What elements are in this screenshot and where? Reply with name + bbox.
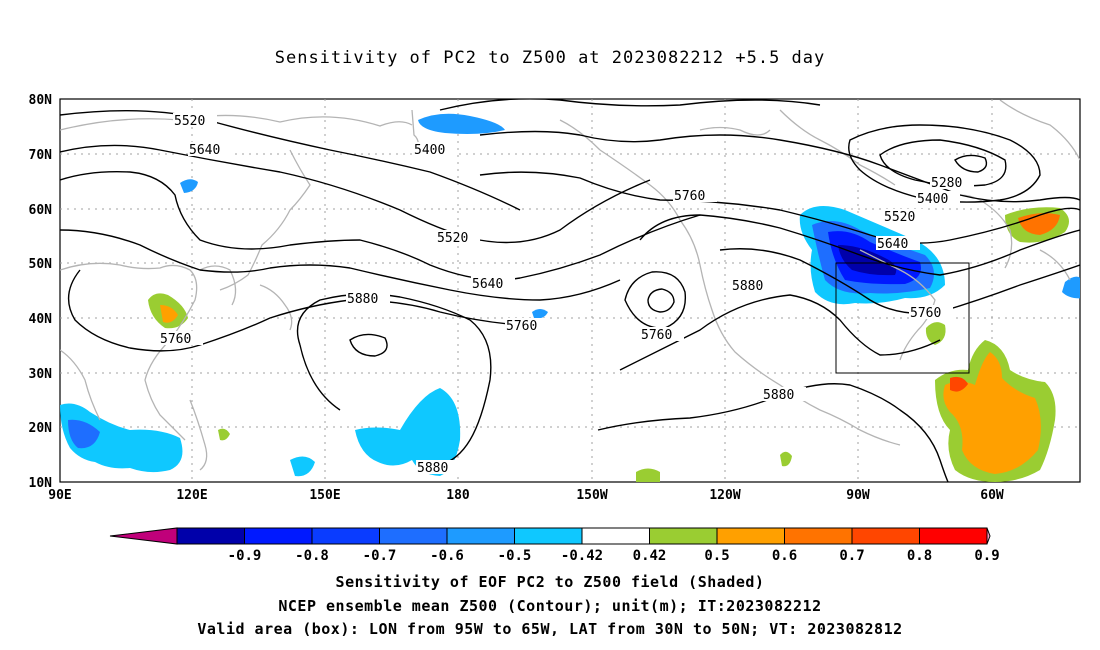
contour-label: 5400 — [414, 143, 445, 158]
contour-label: 5520 — [884, 210, 915, 225]
contour-label: 5880 — [732, 279, 763, 294]
colorbar-swatch — [311, 527, 380, 545]
z500-contours — [60, 99, 1080, 482]
colorbar-tick-label: 0.42 — [633, 548, 667, 564]
negative-blob-mid — [532, 309, 548, 319]
colorbar-tick-label: 0.9 — [974, 548, 999, 564]
negative-blob-north — [418, 113, 505, 134]
lon-label: 120W — [709, 488, 740, 503]
sensitivity-map: 5520 5640 5400 5520 5640 5760 5760 5880 … — [29, 93, 1081, 564]
caption-line-2: NCEP ensemble mean Z500 (Contour); unit(… — [278, 597, 822, 615]
colorbar-tick-label: -0.9 — [228, 548, 262, 564]
contour-label: 5880 — [763, 388, 794, 403]
colorbar-swatch — [514, 527, 583, 545]
colorbar-swatch — [176, 527, 245, 545]
contour-label: 5400 — [917, 192, 948, 207]
lat-label: 20N — [29, 421, 53, 436]
contour-label: 5640 — [877, 237, 908, 252]
lon-label: 150W — [576, 488, 607, 503]
shaded-sensitivity — [60, 113, 1080, 482]
positive-blob-us — [925, 322, 946, 345]
negative-blob-tropics-west — [60, 403, 183, 473]
colorbar-tick-label: 0.6 — [772, 548, 797, 564]
map-title: Sensitivity of PC2 to Z500 at 2023082212… — [274, 48, 826, 68]
colorbar-swatch — [919, 527, 988, 545]
lat-label: 70N — [29, 148, 53, 163]
valid-area-box — [835, 262, 970, 374]
contour-label: 5640 — [472, 277, 503, 292]
lon-label: 60W — [980, 488, 1004, 503]
colorbar: -0.9 -0.8 -0.7 -0.6 -0.5 -0.42 0.42 0.5 0.6 0.7 0.… — [109, 527, 1000, 564]
colorbar-high-extend — [986, 527, 991, 545]
negative-blob-tropics-small — [290, 456, 315, 477]
colorbar-swatch — [581, 527, 650, 545]
colorbar-swatch — [379, 527, 448, 545]
lat-label: 40N — [29, 312, 53, 327]
contour-label: 5760 — [641, 328, 672, 343]
contour-label: 5760 — [506, 319, 537, 334]
contour-label: 5880 — [347, 292, 378, 307]
lon-label: 90W — [846, 488, 870, 503]
caption-line-1: Sensitivity of EOF PC2 to Z500 field (Sh… — [335, 573, 765, 591]
lat-label: 30N — [29, 367, 53, 382]
contour-label: 5520 — [437, 231, 468, 246]
lon-label: 180 — [446, 488, 470, 503]
negative-core-tropics-west — [68, 419, 100, 449]
colorbar-tick-label: -0.8 — [295, 548, 329, 564]
contour-label: 5520 — [174, 114, 205, 129]
colorbar-swatch — [784, 527, 853, 545]
contour-label: 5280 — [931, 176, 962, 191]
positive-blob-small2 — [780, 451, 792, 467]
lat-label: 60N — [29, 203, 53, 218]
contour-label: 5760 — [160, 332, 191, 347]
colorbar-tick-label: 0.5 — [704, 548, 729, 564]
lon-label: 90E — [48, 488, 71, 503]
colorbar-tick-label: -0.7 — [363, 548, 397, 564]
colorbar-tick-label: -0.42 — [561, 548, 603, 564]
lat-label: 80N — [29, 93, 53, 108]
lat-label: 50N — [29, 257, 53, 272]
positive-blob-small3 — [636, 468, 660, 482]
positive-blob-small1 — [218, 428, 230, 441]
colorbar-swatch — [851, 527, 920, 545]
positive-peak-caribbean — [950, 376, 968, 392]
positive-core-caribbean — [943, 352, 1041, 474]
negative-blob-asia — [180, 179, 198, 193]
negative-blob-atlantic — [1062, 276, 1080, 299]
contour-label: 5760 — [910, 306, 941, 321]
colorbar-tick-label: -0.6 — [430, 548, 464, 564]
colorbar-tick-label: 0.7 — [839, 548, 864, 564]
caption-line-3: Valid area (box): LON from 95W to 65W, L… — [197, 620, 903, 638]
lon-label: 150E — [309, 488, 340, 503]
contour-label: 5640 — [189, 143, 220, 158]
negative-blob-tropics-central — [355, 388, 461, 476]
colorbar-tick-label: 0.8 — [907, 548, 932, 564]
lat-label: 10N — [29, 476, 53, 491]
colorbar-swatch — [446, 527, 515, 545]
colorbar-swatch — [716, 527, 785, 545]
contour-label: 5760 — [674, 189, 705, 204]
colorbar-swatch — [649, 527, 718, 545]
lon-label: 120E — [176, 488, 207, 503]
colorbar-tick-label: -0.5 — [498, 548, 532, 564]
colorbar-swatch — [244, 527, 313, 545]
contour-label: 5880 — [417, 461, 448, 476]
colorbar-low-extend — [109, 527, 178, 545]
positive-core-asia — [160, 305, 178, 323]
